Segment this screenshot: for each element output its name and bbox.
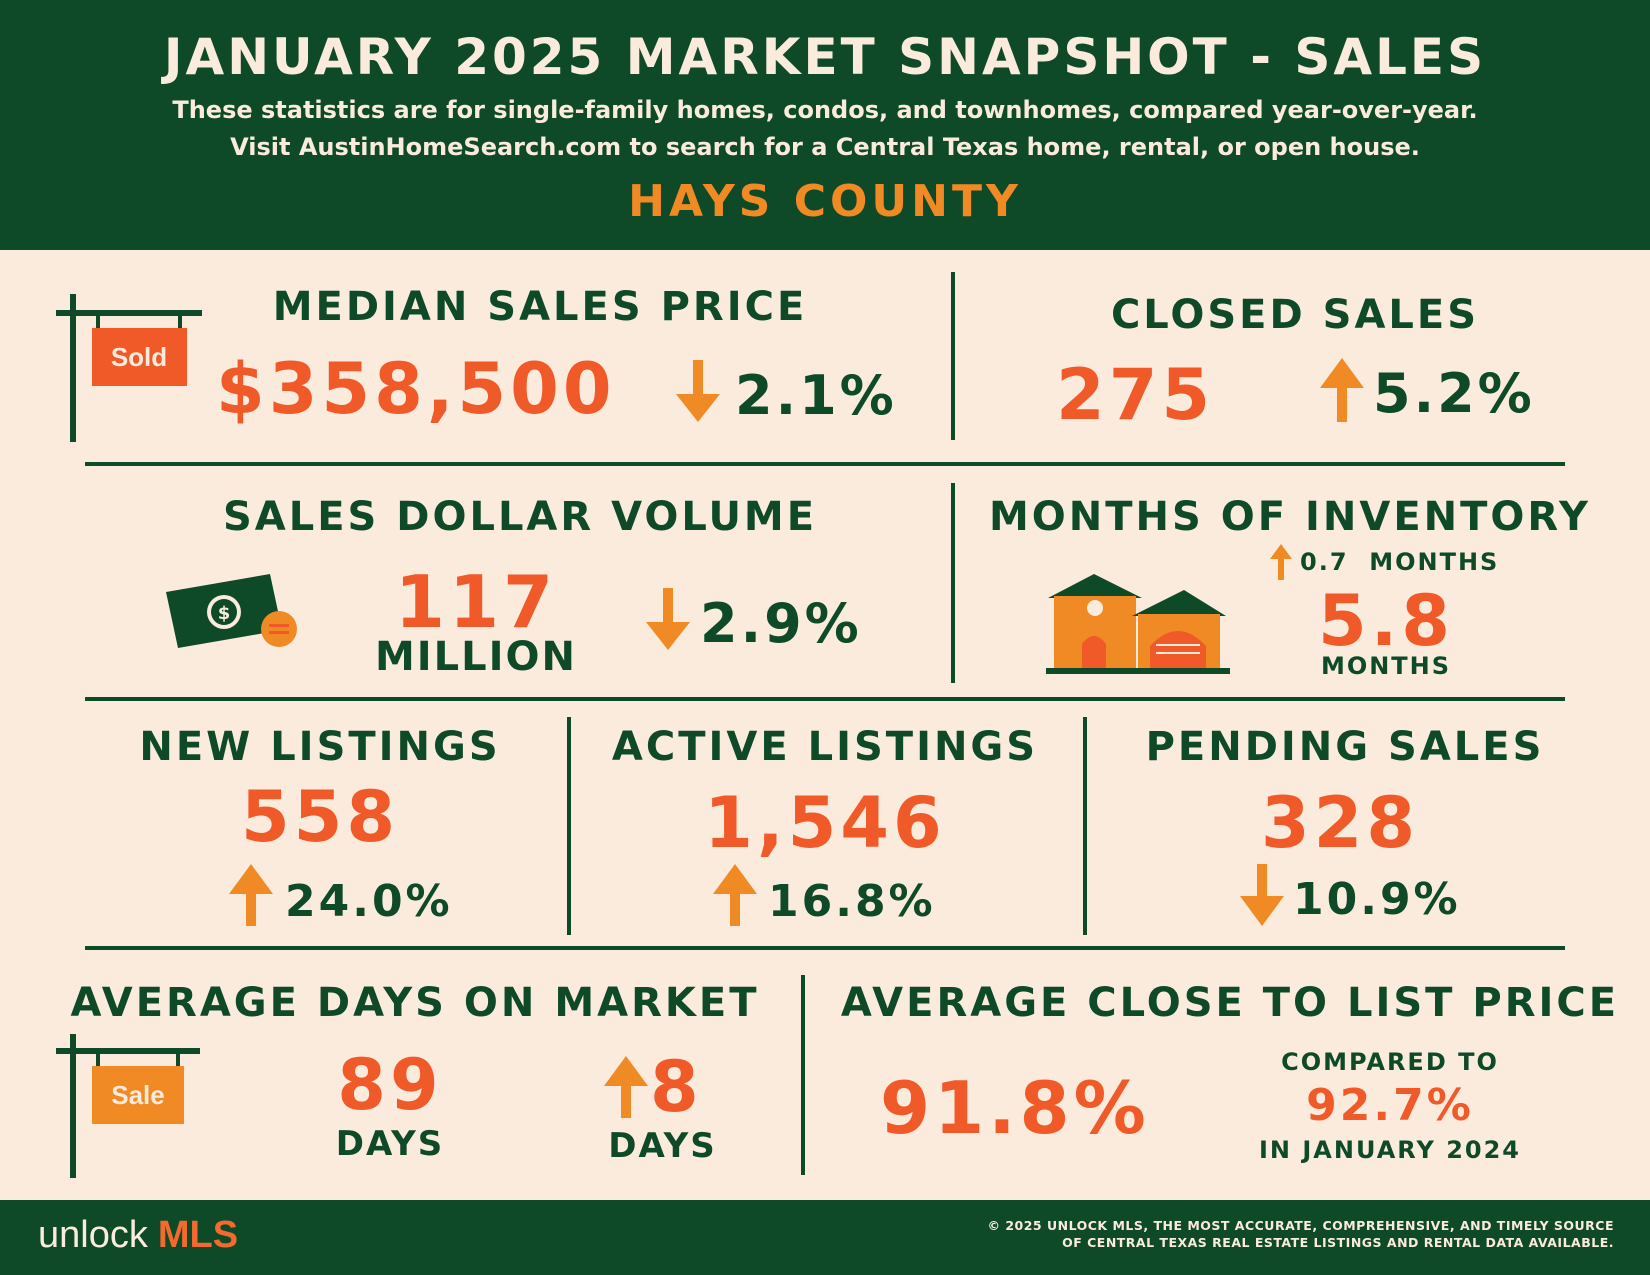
pending-sales-value: 328 bbox=[1260, 782, 1420, 864]
active-listings-value: 1,546 bbox=[704, 782, 946, 864]
divider bbox=[85, 462, 1565, 466]
sign-text: Sold bbox=[111, 342, 167, 372]
months-of-inventory-change: 0.7 MONTHS bbox=[1300, 548, 1500, 576]
closed-sales-label: CLOSED SALES bbox=[1110, 292, 1480, 338]
logo-mls-text: MLS bbox=[157, 1214, 239, 1256]
months-of-inventory-label: MONTHS OF INVENTORY bbox=[988, 494, 1592, 540]
divider bbox=[1083, 717, 1087, 935]
average-days-on-market-change: 8 bbox=[650, 1046, 703, 1128]
subtitle-line-2: Visit AustinHomeSearch.com to search for… bbox=[230, 133, 1420, 161]
footer: unlock MLS © 2025 UNLOCK MLS, THE MOST AC… bbox=[0, 1200, 1650, 1275]
average-days-on-market-label: AVERAGE DAYS ON MARKET bbox=[70, 980, 760, 1026]
copyright-line-2: OF CENTRAL TEXAS REAL ESTATE LISTINGS AN… bbox=[1062, 1235, 1614, 1250]
compared-to-period: IN JANUARY 2024 bbox=[1259, 1136, 1521, 1164]
sales-dollar-volume-label: SALES DOLLAR VOLUME bbox=[222, 494, 818, 540]
closed-sales-change: 5.2% bbox=[1373, 362, 1535, 425]
sales-dollar-volume-value: 117 bbox=[394, 560, 558, 644]
arrow-up-icon bbox=[1270, 544, 1292, 580]
active-listings-change: 16.8% bbox=[768, 876, 936, 927]
house-icon bbox=[1046, 574, 1230, 674]
divider bbox=[85, 946, 1565, 950]
arrow-up-icon bbox=[713, 864, 757, 926]
unlock-mls-logo: unlock MLS bbox=[38, 1214, 238, 1257]
arrow-up-icon bbox=[1320, 358, 1364, 422]
divider bbox=[801, 975, 805, 1175]
logo-unlock-text: unlock bbox=[38, 1214, 148, 1256]
new-listings-change: 24.0% bbox=[285, 876, 453, 927]
months-of-inventory-value: 5.8 bbox=[1317, 580, 1454, 662]
sales-dollar-volume-unit: MILLION bbox=[374, 634, 578, 680]
active-listings-label: ACTIVE LISTINGS bbox=[611, 724, 1039, 770]
arrow-up-icon bbox=[229, 864, 273, 926]
average-days-on-market-unit: DAYS bbox=[335, 1124, 445, 1164]
arrow-up-icon bbox=[604, 1056, 648, 1118]
sales-dollar-volume-change: 2.9% bbox=[700, 592, 862, 655]
sold-sign-icon: Sold bbox=[56, 294, 202, 442]
average-close-to-list-value: 91.8% bbox=[880, 1066, 1150, 1150]
median-sales-price-value: $358,500 bbox=[216, 348, 616, 430]
county-name: HAYS COUNTY bbox=[628, 176, 1022, 227]
page-title: JANUARY 2025 MARKET SNAPSHOT - SALES bbox=[163, 28, 1487, 86]
sale-sign-icon: Sale bbox=[56, 1034, 200, 1178]
new-listings-label: NEW LISTINGS bbox=[139, 724, 501, 770]
median-sales-price-label: MEDIAN SALES PRICE bbox=[272, 284, 808, 330]
closed-sales-value: 275 bbox=[1056, 354, 1215, 436]
compared-to-label: COMPARED TO bbox=[1281, 1048, 1499, 1076]
pending-sales-label: PENDING SALES bbox=[1145, 724, 1545, 770]
months-of-inventory-unit: MONTHS bbox=[1320, 652, 1452, 680]
average-close-to-list-label: AVERAGE CLOSE TO LIST PRICE bbox=[840, 980, 1620, 1026]
pending-sales-change: 10.9% bbox=[1293, 874, 1461, 925]
median-sales-price-change: 2.1% bbox=[735, 364, 897, 427]
divider bbox=[951, 483, 955, 683]
average-days-on-market-change-unit: DAYS bbox=[608, 1126, 717, 1166]
arrow-down-icon bbox=[646, 588, 690, 650]
arrow-down-icon bbox=[1240, 864, 1284, 926]
sign-text: Sale bbox=[111, 1080, 165, 1110]
divider bbox=[85, 697, 1565, 701]
divider bbox=[951, 272, 955, 440]
new-listings-value: 558 bbox=[240, 776, 400, 858]
copyright: © 2025 UNLOCK MLS, THE MOST ACCURATE, CO… bbox=[987, 1217, 1614, 1251]
header-banner: JANUARY 2025 MARKET SNAPSHOT - SALES The… bbox=[0, 0, 1650, 250]
svg-text:$: $ bbox=[218, 603, 231, 624]
arrow-down-icon bbox=[676, 360, 720, 422]
copyright-line-1: © 2025 UNLOCK MLS, THE MOST ACCURATE, CO… bbox=[987, 1218, 1614, 1233]
compared-to-value: 92.7% bbox=[1306, 1080, 1474, 1131]
average-days-on-market-value: 89 bbox=[337, 1044, 443, 1126]
divider bbox=[567, 717, 571, 935]
money-icon: $ bbox=[166, 574, 297, 648]
subtitle-line-1: These statistics are for single-family h… bbox=[172, 96, 1478, 124]
